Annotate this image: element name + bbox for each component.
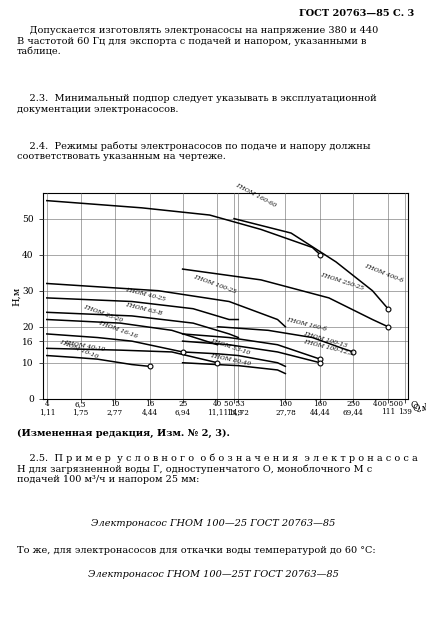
Text: 400 500: 400 500 (372, 400, 402, 408)
Text: ГНОМ 63-В: ГНОМ 63-В (125, 302, 163, 316)
Y-axis label: H,м: H,м (12, 286, 20, 306)
Text: 2.5.  П р и м е р  у с л о в н о г о  о б о з н а ч е н и я  э л е к т р о н а с: 2.5. П р и м е р у с л о в н о г о о б о… (17, 453, 417, 484)
Text: ГНОМ 16-16: ГНОМ 16-16 (97, 320, 138, 339)
Text: Электронасос ГНОМ 100—25Т ГОСТ 20763—85: Электронасос ГНОМ 100—25Т ГОСТ 20763—85 (88, 570, 338, 579)
Text: 10: 10 (110, 400, 119, 408)
Text: 40: 40 (212, 400, 222, 408)
Text: ГНОМ 400-б: ГНОМ 400-б (363, 264, 403, 283)
Text: 2.3.  Минимальный подпор следует указывать в эксплуатационной
документации элект: 2.3. Минимальный подпор следует указыват… (17, 94, 376, 114)
Text: 4: 4 (44, 400, 49, 408)
Text: То же, для электронасосов для откачки воды температурой до 60 °С:: То же, для электронасосов для откачки во… (17, 546, 375, 555)
Text: 2.4.  Режимы работы электронасосов по подаче и напору должны
соответствовать ука: 2.4. Режимы работы электронасосов по под… (17, 141, 370, 161)
Text: Q,м³/ч: Q,м³/ч (411, 403, 426, 412)
Text: ГОСТ 20763—85 С. 3: ГОСТ 20763—85 С. 3 (298, 9, 413, 18)
Text: 16: 16 (144, 400, 154, 408)
Text: ГНОМ 80-40: ГНОМ 80-40 (209, 353, 250, 366)
Text: 50 53: 50 53 (223, 400, 244, 408)
Text: ГНОМ 40-25: ГНОМ 40-25 (125, 286, 166, 301)
Text: (Измененная редакция, Изм. № 2, 3).: (Измененная редакция, Изм. № 2, 3). (17, 429, 230, 438)
Text: Электронасос ГНОМ 100—25 ГОСТ 20763—85: Электронасос ГНОМ 100—25 ГОСТ 20763—85 (91, 519, 335, 528)
Text: ГНОМ 100-13: ГНОМ 100-13 (302, 331, 346, 349)
Text: ГНОМ 10-10: ГНОМ 10-10 (58, 339, 98, 359)
Text: ГНОМ 25-20: ГНОМ 25-20 (83, 305, 123, 323)
Text: 160: 160 (312, 400, 326, 408)
Text: ГНОМ 160-б: ГНОМ 160-б (285, 317, 326, 332)
Text: ГНОМ 250-25: ГНОМ 250-25 (319, 272, 363, 291)
Text: 6,3: 6,3 (75, 400, 86, 408)
Text: ГНОМ 100-12,5: ГНОМ 100-12,5 (302, 338, 353, 355)
Text: ГНОМ 100-25: ГНОМ 100-25 (193, 274, 237, 295)
Text: 25: 25 (178, 400, 187, 408)
Text: ГНОМ 53-10: ГНОМ 53-10 (209, 338, 250, 355)
Text: ГНОМ 40-10: ГНОМ 40-10 (64, 340, 105, 352)
Text: 100: 100 (278, 400, 292, 408)
Text: 250: 250 (345, 400, 360, 408)
Text: Допускается изготовлять электронасосы на напряжение 380 и 440
В частотой 60 Гц д: Допускается изготовлять электронасосы на… (17, 26, 377, 56)
Text: ГНОМ 160-60: ГНОМ 160-60 (234, 182, 276, 208)
Text: Q, л/с: Q, л/с (411, 401, 426, 410)
